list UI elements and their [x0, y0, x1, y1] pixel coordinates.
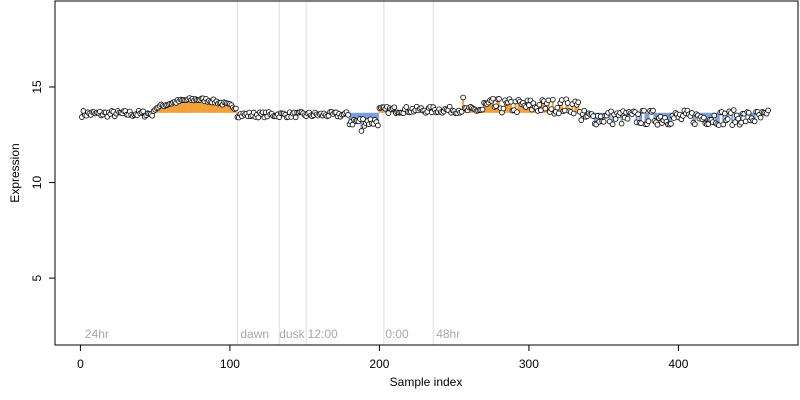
point-291: [514, 109, 520, 115]
y-tick-label-1: 10: [30, 176, 44, 190]
point-188: [360, 116, 366, 122]
x-tick-label-1: 100: [220, 357, 240, 371]
point-357: [612, 116, 619, 122]
point-437: [732, 119, 739, 125]
point-47: [149, 113, 155, 119]
point-282: [500, 105, 507, 112]
point-321: [558, 97, 565, 103]
x-tick-label-2: 200: [369, 357, 389, 371]
vertical-markers: [236, 1, 434, 345]
point-217: [403, 104, 410, 110]
point-205: [385, 110, 392, 116]
point-334: [578, 117, 585, 123]
point-441: [738, 119, 744, 126]
point-329: [570, 110, 577, 117]
point-450: [751, 118, 758, 125]
point-426: [715, 122, 722, 128]
annotation-5: 48hr: [436, 327, 460, 341]
point-103: [233, 105, 239, 112]
point-279: [496, 96, 502, 102]
point-436: [730, 107, 737, 113]
point-416: [701, 114, 707, 121]
x-axis: 0 100 200 300 400: [77, 345, 689, 371]
point-318: [554, 104, 561, 111]
annotation-3: 12:00: [308, 327, 338, 341]
point-310: [542, 105, 549, 112]
point-268: [479, 106, 486, 113]
annotation-0: 24hr: [85, 327, 109, 341]
point-323: [561, 107, 568, 114]
point-209: [391, 104, 398, 111]
point-299: [526, 102, 532, 108]
point-275: [490, 95, 496, 102]
point-408: [689, 110, 695, 116]
annotation-1: dawn: [240, 327, 269, 341]
point-382: [650, 107, 656, 114]
point-287: [508, 98, 514, 105]
y-axis: 5 10 15: [30, 80, 55, 281]
data-points: [79, 94, 771, 134]
point-254: [458, 108, 465, 115]
point-385: [654, 121, 661, 128]
annotation-2: dusk: [279, 327, 305, 341]
point-372: [635, 111, 641, 118]
point-454: [757, 114, 764, 121]
x-tick-label-0: 0: [77, 357, 84, 371]
point-349: [600, 119, 607, 125]
point-347: [597, 113, 604, 120]
point-312: [545, 97, 552, 104]
point-394: [668, 120, 674, 127]
point-143: [292, 114, 299, 121]
point-336: [581, 107, 588, 114]
point-459: [765, 107, 771, 114]
x-tick-label-3: 300: [519, 357, 539, 371]
point-379: [645, 118, 652, 125]
point-255: [460, 94, 466, 101]
point-439: [735, 115, 742, 122]
point-319: [556, 110, 562, 117]
point-307: [538, 107, 544, 114]
point-332: [575, 99, 582, 106]
point-365: [624, 115, 631, 122]
point-429: [720, 121, 727, 128]
point-198: [375, 122, 381, 129]
point-444: [742, 118, 749, 125]
point-314: [548, 106, 555, 112]
point-342: [590, 113, 596, 119]
x-axis-label: Sample index: [390, 375, 463, 389]
point-430: [721, 110, 728, 117]
point-376: [641, 107, 647, 114]
point-306: [536, 101, 543, 108]
y-axis-label: Expression: [8, 143, 22, 202]
point-41: [140, 108, 147, 115]
point-446: [745, 109, 752, 116]
time-annotations: 24hr dawn dusk 12:00 0:00 48hr: [85, 327, 460, 341]
point-315: [550, 96, 556, 103]
point-277: [493, 103, 499, 110]
point-423: [711, 112, 718, 119]
annotation-4: 0:00: [385, 327, 409, 341]
point-432: [724, 116, 731, 122]
plot-frame: [54, 0, 799, 346]
point-325: [564, 100, 571, 106]
point-361: [618, 120, 625, 127]
point-118: [255, 114, 262, 121]
y-tick-label-0: 5: [30, 274, 44, 281]
point-246: [446, 103, 453, 110]
point-355: [609, 121, 616, 128]
point-187: [358, 128, 365, 134]
point-410: [692, 121, 698, 128]
y-tick-label-2: 15: [30, 80, 44, 94]
point-374: [638, 120, 644, 127]
point-178: [345, 112, 351, 118]
x-tick-label-4: 400: [668, 357, 688, 371]
